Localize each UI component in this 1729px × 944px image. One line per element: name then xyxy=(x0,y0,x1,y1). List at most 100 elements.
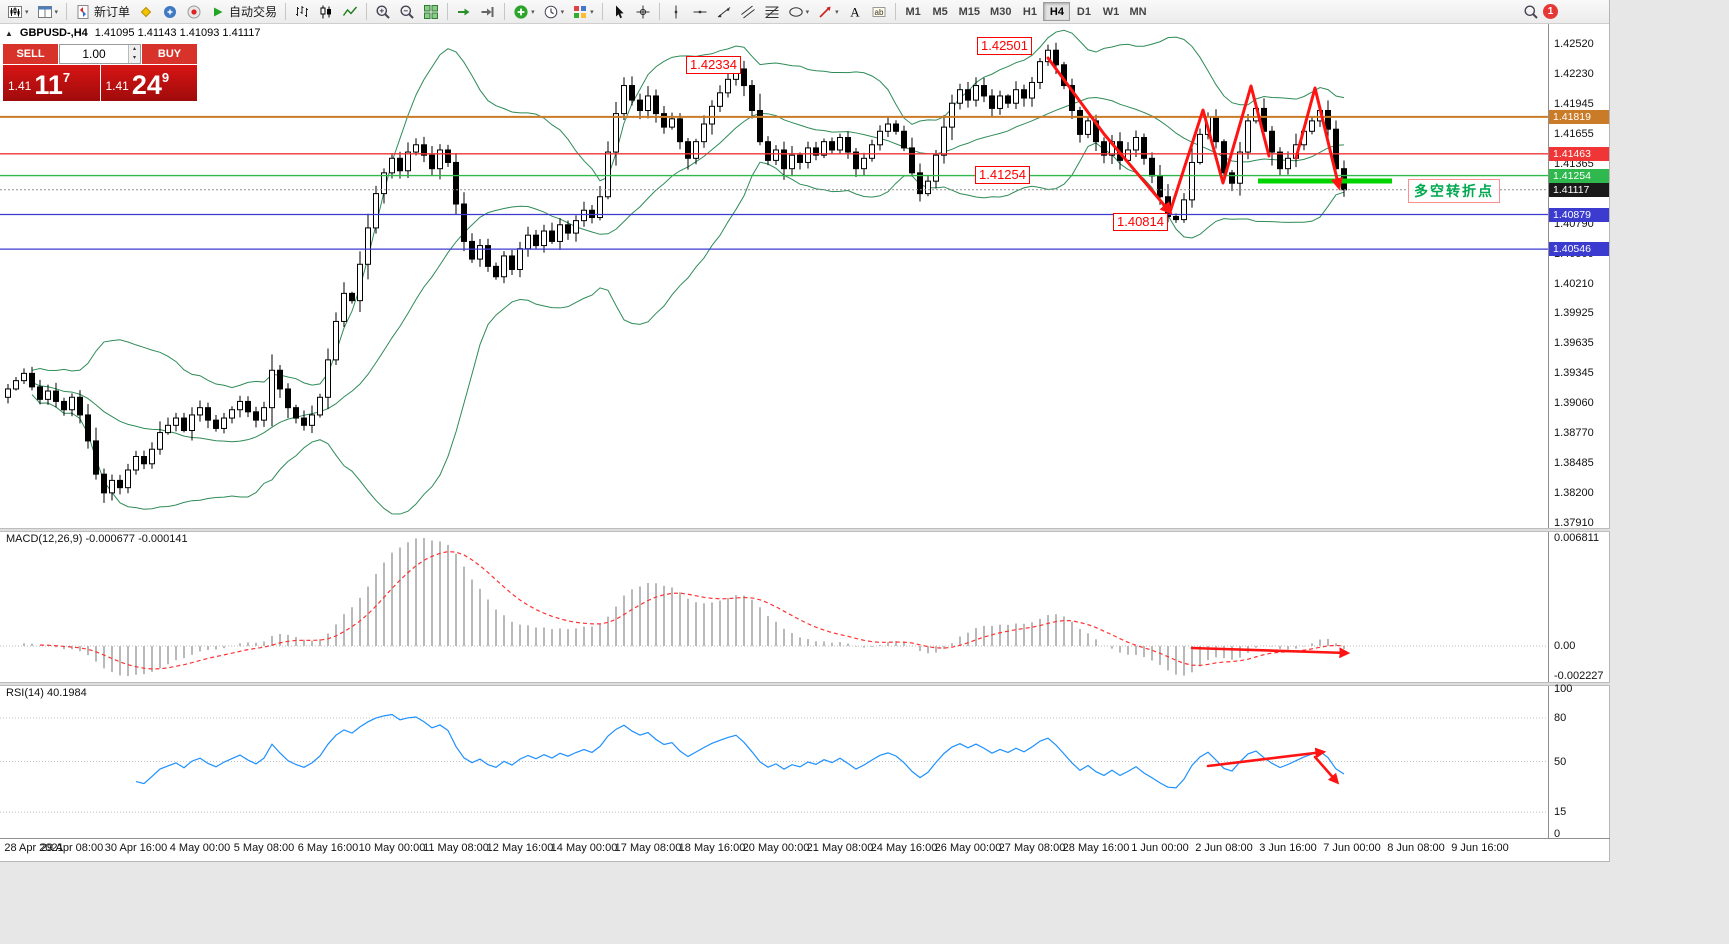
time-label: 28 Apr 2021 xyxy=(4,842,64,854)
tf-button-MN[interactable]: MN xyxy=(1129,5,1147,18)
toolbar-separator xyxy=(447,3,449,20)
auto-scroll-button[interactable] xyxy=(452,2,476,22)
price-annotation-1.41254[interactable]: 1.41254 xyxy=(975,166,1030,184)
candle-chart-icon xyxy=(318,4,334,20)
bar-chart-button[interactable] xyxy=(290,2,314,22)
price-tick: 1.41655 xyxy=(1554,127,1594,140)
time-label: 14 May 00:00 xyxy=(550,842,618,854)
tf-button-M30[interactable]: M30 xyxy=(990,5,1012,18)
periods-icon xyxy=(543,4,559,20)
time-label: 29 Apr 08:00 xyxy=(40,842,104,854)
profiles-button[interactable]: ▾ xyxy=(33,2,63,22)
tf-button-D1[interactable]: D1 xyxy=(1076,5,1091,18)
tf-button-H4[interactable]: H4 xyxy=(1043,2,1071,21)
red-arrow-rsi-2[interactable] xyxy=(1313,755,1340,785)
time-label: 5 May 08:00 xyxy=(233,842,295,854)
volume-down-button[interactable]: ▾ xyxy=(129,54,140,63)
tf-button-M15[interactable]: M15 xyxy=(958,5,981,18)
red-arrow-macd[interactable] xyxy=(1190,646,1351,659)
zoom-in-button[interactable] xyxy=(371,2,395,22)
metaeditor-button[interactable] xyxy=(134,2,158,22)
notification-badge[interactable]: 1 xyxy=(1543,4,1558,19)
price-tick: 1.38485 xyxy=(1554,457,1594,470)
fibonacci-button[interactable] xyxy=(760,2,784,22)
new-chart-button[interactable]: ▾ xyxy=(3,2,33,22)
market-icon xyxy=(162,4,178,20)
price-tag-1.40879: 1.40879 xyxy=(1549,207,1609,222)
tf-button-M5[interactable]: M5 xyxy=(932,5,948,18)
search-button[interactable] xyxy=(1519,2,1543,22)
price-tick: 1.37910 xyxy=(1554,517,1594,529)
price-tick: 1.39345 xyxy=(1554,367,1594,380)
channel-button[interactable] xyxy=(736,2,760,22)
tile-windows-button[interactable] xyxy=(419,2,443,22)
volume-up-button[interactable]: ▴ xyxy=(129,45,140,54)
volume-value[interactable]: 1.00 xyxy=(82,47,106,61)
new-order-button[interactable]: 新订单 xyxy=(71,2,134,22)
price-tag-1.41254: 1.41254 xyxy=(1549,168,1609,183)
red-arrow-3[interactable] xyxy=(1294,86,1344,191)
toolbar-separator xyxy=(66,3,68,20)
tf-button-W1[interactable]: W1 xyxy=(1102,5,1120,18)
bar-chart-icon xyxy=(294,4,310,20)
periods-button[interactable]: ▾ xyxy=(539,2,569,22)
time-label: 3 Jun 16:00 xyxy=(1259,842,1317,854)
svg-text:A: A xyxy=(850,4,860,19)
bollinger-bands xyxy=(31,29,1345,515)
sell-price-button[interactable]: 1.41 11 7 xyxy=(3,65,100,101)
candle-chart-button[interactable] xyxy=(314,2,338,22)
text-label-button[interactable]: ab xyxy=(867,2,891,22)
sell-price-prefix: 1.41 xyxy=(8,79,32,93)
vertical-line-button[interactable] xyxy=(664,2,688,22)
shapes-button[interactable]: ▾ xyxy=(784,2,814,22)
tf-button-M1[interactable]: M1 xyxy=(905,5,921,18)
cursor-button[interactable] xyxy=(607,2,631,22)
chart-shift-button[interactable] xyxy=(476,2,500,22)
signals-button[interactable] xyxy=(182,2,206,22)
price-tick: 1.39635 xyxy=(1554,337,1594,350)
crosshair-button[interactable] xyxy=(631,2,655,22)
rsi-line xyxy=(135,713,1345,789)
templates-button[interactable]: ▾ xyxy=(568,2,598,22)
shapes-icon xyxy=(788,4,804,20)
buy-button[interactable]: BUY xyxy=(142,44,197,64)
rsi-tick: 15 xyxy=(1554,806,1567,819)
price-annotation-1.42334[interactable]: 1.42334 xyxy=(686,56,741,74)
market-button[interactable] xyxy=(158,2,182,22)
trendline-icon xyxy=(716,4,732,20)
red-arrow-rsi-1[interactable] xyxy=(1206,747,1327,768)
time-label: 12 May 16:00 xyxy=(486,842,554,854)
price-annotation-1.42501[interactable]: 1.42501 xyxy=(977,37,1032,55)
macd-histogram xyxy=(23,538,1345,676)
line-chart-button[interactable] xyxy=(338,2,362,22)
red-arrow-2[interactable] xyxy=(1168,84,1271,214)
new-order-icon xyxy=(75,4,91,20)
panel-splitter-rsi[interactable] xyxy=(0,682,1610,686)
price-annotation-1.40814[interactable]: 1.40814 xyxy=(1113,213,1168,231)
horizontal-line-button[interactable] xyxy=(688,2,712,22)
zoom-out-button[interactable] xyxy=(395,2,419,22)
trendline-button[interactable] xyxy=(712,2,736,22)
red-arrow-1[interactable] xyxy=(1046,56,1173,215)
toolbar-separator xyxy=(285,3,287,20)
chart-shift-icon xyxy=(480,4,496,20)
symbol-title: GBPUSD-,H4 xyxy=(19,27,88,39)
tf-button-H1[interactable]: H1 xyxy=(1022,5,1037,18)
buy-price-button[interactable]: 1.41 24 9 xyxy=(100,65,197,101)
toolbar-separator xyxy=(504,3,506,20)
panel-splitter-macd[interactable] xyxy=(0,528,1610,532)
volume-input[interactable]: 1.00 ▴ ▾ xyxy=(59,44,141,64)
text-button[interactable]: A xyxy=(843,2,867,22)
chart-area[interactable] xyxy=(0,24,1548,838)
oct-collapse-toggle[interactable]: ▲ xyxy=(5,28,13,38)
sell-button[interactable]: SELL xyxy=(3,44,58,64)
price-tick: 1.39060 xyxy=(1554,397,1594,410)
rsi-tick: 100 xyxy=(1554,683,1573,695)
autotrading-button[interactable]: 自动交易 xyxy=(206,2,281,22)
arrows-button[interactable]: ▾ xyxy=(813,2,843,22)
indicators-button[interactable]: ▾ xyxy=(509,2,539,22)
time-label: 11 May 08:00 xyxy=(423,842,489,854)
price-tag-1.41463: 1.41463 xyxy=(1549,146,1609,161)
cn-note[interactable]: 多空转折点 xyxy=(1408,179,1500,203)
zoom-out-icon xyxy=(399,4,415,20)
